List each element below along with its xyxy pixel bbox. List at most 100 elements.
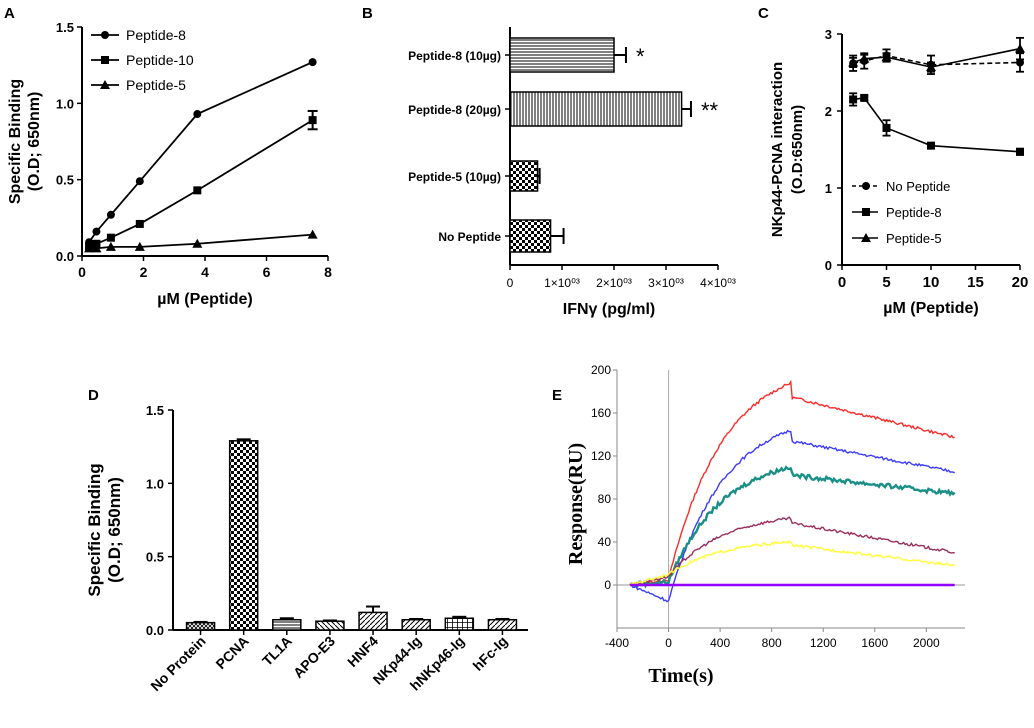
legend-marker (100, 80, 110, 89)
bar (401, 618, 431, 631)
y-tick-label: 0 (604, 578, 611, 592)
panel-c-chart: 0 1 2 3 0 5 10 15 20 µM (Peptide) NKp44-PCNA inter… (769, 27, 1028, 317)
y-tick-label: 3 (825, 27, 832, 42)
data-point (106, 233, 115, 242)
data-point (860, 93, 869, 102)
y-tick-label: 40 (598, 535, 612, 549)
y-tick-label: 200 (591, 363, 611, 377)
legend-label: Peptide-8 (126, 27, 186, 43)
panel-label-d: D (88, 387, 99, 404)
legend-marker (862, 208, 870, 216)
x-tick-label: 400 (710, 636, 730, 650)
y-tick-label: 0 (825, 258, 832, 273)
y-axis-label: (O.D; 650nm) (105, 477, 124, 583)
legend-label: Peptide-8 (886, 205, 942, 220)
x-tick-label: 15 (967, 274, 984, 291)
data-point (105, 241, 116, 251)
data-point (308, 116, 317, 125)
panel-d-chart: 0.0 0.5 1.0 1.5 Specific Binding (O.D; 650nm)… (85, 403, 528, 694)
x-tick-label: 5 (882, 274, 890, 291)
x-tick-label: -400 (605, 636, 629, 650)
x-tick-label: 800 (762, 636, 782, 650)
legend-label: No Peptide (886, 179, 950, 194)
category-label: APO-E3 (290, 633, 338, 681)
y-tick-label: 120 (591, 449, 611, 463)
panel-label-a: A (4, 5, 15, 22)
data-point (106, 210, 115, 219)
x-tick-label: 0 (665, 636, 672, 650)
y-axis-label: NKp44-PCNA interaction (769, 62, 786, 237)
y-tick-label: 1.0 (146, 476, 164, 491)
x-axis-label: Time(s) (648, 665, 713, 687)
y-tick-label: 0.0 (146, 623, 164, 638)
legend-label: Peptide-10 (126, 52, 194, 68)
x-tick-label: 0 (507, 276, 514, 290)
x-tick-label: 10 (923, 274, 940, 291)
category-label: Peptide-5 (10µg) (408, 170, 501, 184)
category-label: No Peptide (438, 230, 501, 244)
data-point (1015, 43, 1025, 53)
legend-marker (101, 56, 109, 64)
data-point (859, 53, 870, 63)
panel-label-e: E (552, 387, 562, 404)
y-tick-label: 80 (598, 492, 612, 506)
y-axis-label: (O.D; 650nm) (26, 92, 43, 192)
x-tick-label: 2 (140, 264, 148, 280)
data-point (1016, 147, 1024, 156)
data-point (193, 110, 202, 119)
data-point (192, 238, 203, 248)
panel-label-b: B (362, 5, 373, 22)
bar (444, 617, 475, 631)
sensorgram-curve (629, 379, 955, 587)
y-tick-label: 0.5 (56, 173, 74, 188)
y-tick-label: 1.5 (56, 20, 74, 35)
data-point (135, 177, 144, 186)
x-tick-label: 1×10⁰³ (544, 276, 580, 290)
y-axis-label: Specific Binding (7, 79, 24, 204)
x-tick-label: 0 (838, 274, 846, 291)
bar (509, 160, 539, 192)
legend-marker (101, 31, 109, 39)
series-line (88, 61, 313, 243)
panel-e-chart: 0 40 80 120 160 200 -400 0 400 800 1200 1600 2000 Tim… (565, 363, 965, 687)
category-label: PCNA (212, 633, 251, 672)
data-point (849, 95, 858, 104)
category-label: HNF4 (344, 633, 381, 670)
series-line (853, 97, 1021, 153)
data-point (84, 243, 95, 253)
y-tick-label: 0.5 (146, 550, 164, 565)
bar (185, 621, 216, 631)
x-tick-label: 1200 (810, 636, 837, 650)
x-axis-label: IFNγ (pg/ml) (563, 301, 655, 318)
x-axis-label: µM (Peptide) (883, 300, 978, 317)
y-axis-label: Specific Binding (85, 463, 104, 596)
bar (487, 618, 518, 631)
data-point (927, 141, 935, 150)
bar (228, 440, 259, 631)
data-point (308, 58, 317, 67)
sensorgram-curve (629, 516, 955, 586)
bar (272, 618, 302, 631)
data-point (1016, 58, 1024, 67)
panel-b-chart: 0 1×10⁰³ 2×10⁰³ 3×10⁰³ 4×10⁰³ IFNγ (pg/ml) Pep… (408, 27, 736, 318)
x-axis-label: µM (Peptide) (157, 291, 252, 308)
category-label: Peptide-8 (20µg) (408, 103, 501, 117)
y-tick-label: 1.0 (56, 96, 74, 111)
data-point (882, 123, 891, 132)
sensorgram-curve (629, 539, 956, 587)
x-tick-label: 8 (324, 264, 332, 280)
category-label: TL1A (259, 633, 295, 669)
y-tick-label: 1.5 (146, 403, 164, 418)
significance-mark: ** (701, 98, 719, 123)
sensorgram-curve (629, 429, 956, 603)
x-tick-label: 20 (1012, 274, 1029, 291)
x-tick-label: 1600 (861, 636, 888, 650)
y-tick-label: 1 (825, 181, 832, 196)
data-point (881, 52, 892, 62)
y-axis-label: (O.D:650nm) (789, 105, 806, 194)
data-point (92, 227, 101, 236)
data-point (91, 243, 102, 253)
significance-mark: * (636, 44, 645, 69)
category-label: No Protein (147, 633, 208, 694)
x-tick-label: 3×10⁰³ (648, 276, 684, 290)
